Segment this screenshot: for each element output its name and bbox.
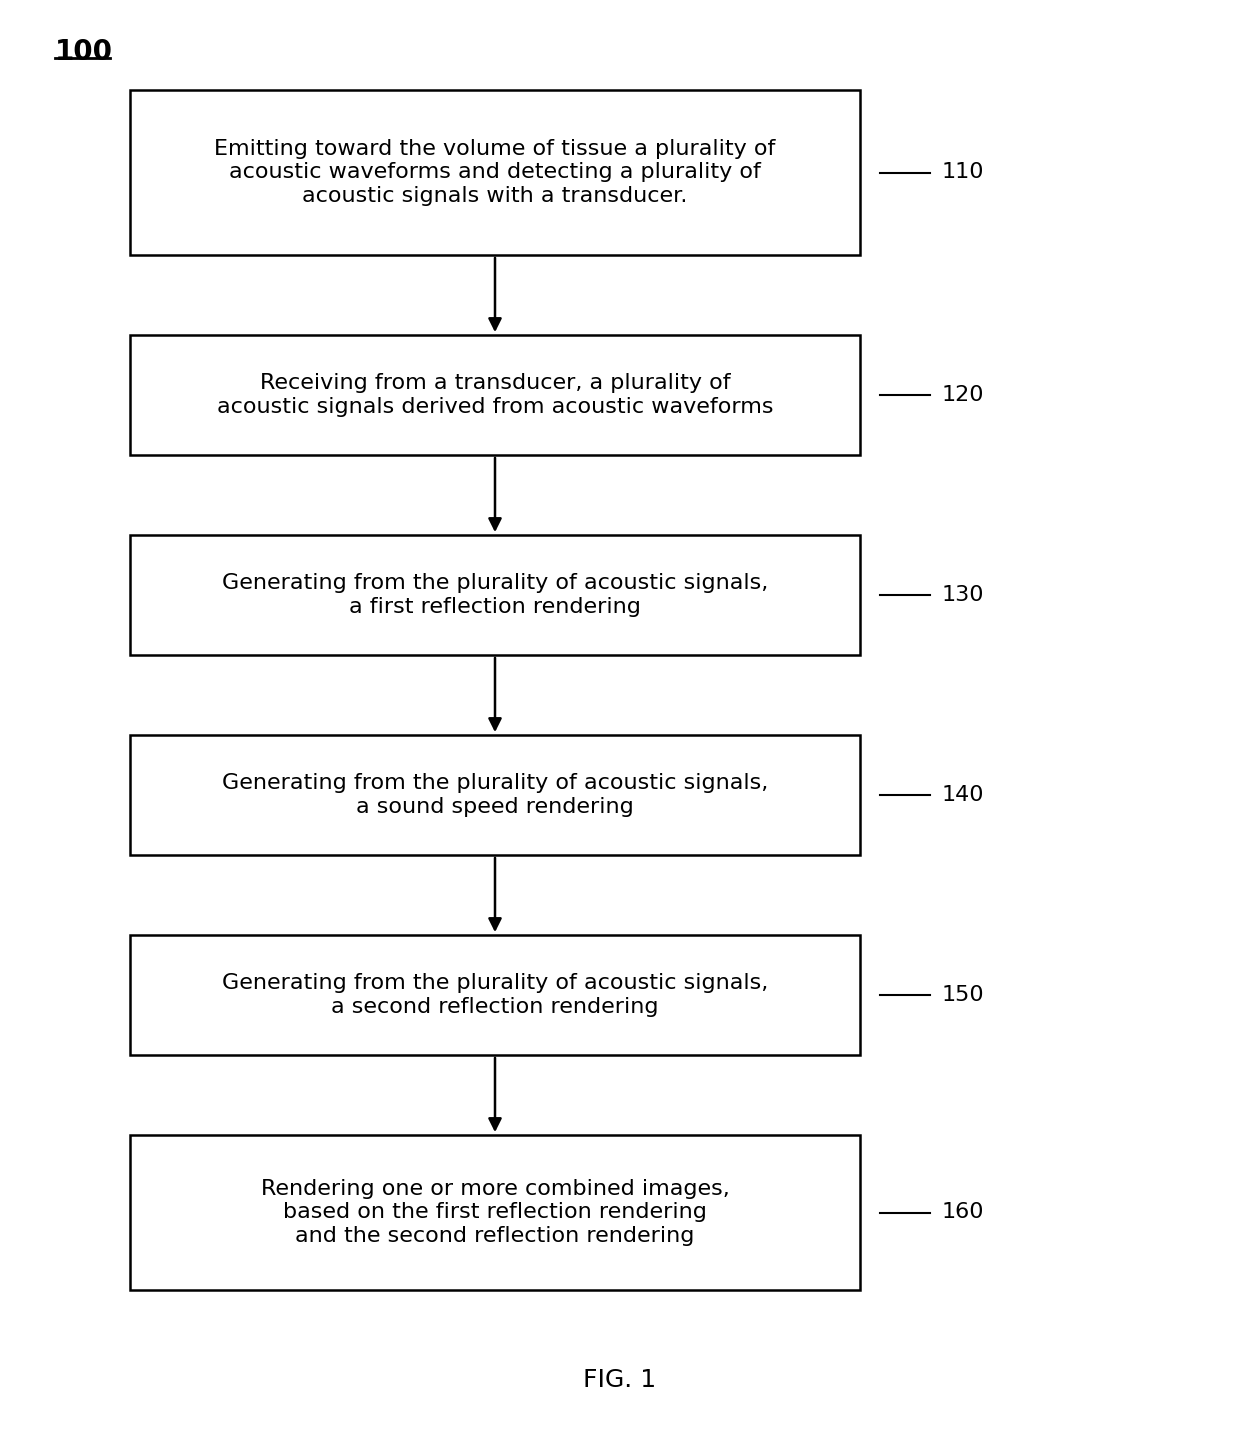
Text: Rendering one or more combined images,
based on the first reflection rendering
a: Rendering one or more combined images, b… [260,1179,729,1246]
Text: Generating from the plurality of acoustic signals,
a second reflection rendering: Generating from the plurality of acousti… [222,974,768,1017]
Bar [130,535,861,655]
Text: Generating from the plurality of acoustic signals,
a first reflection rendering: Generating from the plurality of acousti… [222,574,768,617]
Text: 140: 140 [942,785,985,806]
Text: 120: 120 [942,385,985,406]
Text: Generating from the plurality of acoustic signals,
a sound speed rendering: Generating from the plurality of acousti… [222,774,768,817]
Bar [130,1135,861,1290]
Text: FIG. 1: FIG. 1 [584,1368,656,1392]
Text: 110: 110 [942,162,985,183]
Text: 100: 100 [55,38,113,67]
Text: 150: 150 [942,985,985,1006]
Bar [130,935,861,1055]
Text: 160: 160 [942,1203,985,1223]
Text: 130: 130 [942,585,985,606]
Bar [130,335,861,455]
Text: Receiving from a transducer, a plurality of
acoustic signals derived from acoust: Receiving from a transducer, a plurality… [217,374,774,417]
Bar [130,735,861,855]
Text: Emitting toward the volume of tissue a plurality of
acoustic waveforms and detec: Emitting toward the volume of tissue a p… [215,139,776,206]
Bar [130,90,861,255]
